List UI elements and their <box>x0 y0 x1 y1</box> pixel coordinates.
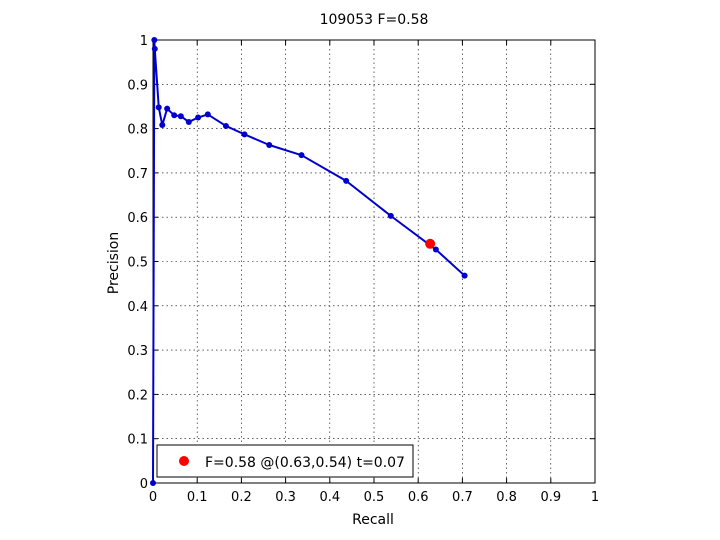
data-point <box>151 45 158 52</box>
data-point <box>266 141 273 148</box>
x-tick-label: 0.6 <box>408 490 429 505</box>
legend-label: F=0.58 @(0.63,0.54) t=0.07 <box>205 455 405 471</box>
data-point <box>195 114 202 121</box>
data-point <box>177 113 184 120</box>
x-axis-label: Recall <box>352 512 394 528</box>
x-tick-label: 0.5 <box>364 490 385 505</box>
data-point <box>155 104 162 111</box>
y-tick-label: 0.9 <box>127 78 148 93</box>
data-point <box>171 112 178 119</box>
highlight-point <box>425 238 436 249</box>
legend-marker <box>179 456 189 466</box>
data-point <box>241 131 248 138</box>
y-axis-label: Precision <box>106 232 122 294</box>
data-point <box>185 118 192 125</box>
data-point <box>298 152 305 159</box>
y-tick-label: 0.4 <box>127 300 148 315</box>
data-point <box>159 122 166 129</box>
data-point <box>204 111 211 118</box>
x-tick-label: 0.2 <box>231 490 252 505</box>
y-tick-label: 0.6 <box>127 211 148 226</box>
y-tick-label: 0 <box>140 477 148 492</box>
data-point <box>222 122 229 129</box>
highlight <box>425 238 436 249</box>
y-tick-label: 0.7 <box>127 167 148 182</box>
x-tick-label: 0.3 <box>275 490 296 505</box>
data-point <box>164 105 171 112</box>
x-tick-label: 0.9 <box>540 490 561 505</box>
tick-labels: 0 0.1 0.2 0.3 0.4 0.5 0.6 0.7 0.8 0.9 1 0 0.1 0.2 0.3 0… <box>127 34 599 505</box>
x-tick-label: 0.7 <box>452 490 473 505</box>
data-point <box>150 480 156 486</box>
x-tick-label: 0.1 <box>187 490 208 505</box>
data-point <box>461 272 468 279</box>
legend: F=0.58 @(0.63,0.54) t=0.07 <box>156 444 414 478</box>
x-tick-label: 0.8 <box>496 490 517 505</box>
y-tick-label: 0.3 <box>127 344 148 359</box>
y-tick-label: 0.1 <box>127 433 148 448</box>
series <box>150 37 468 486</box>
x-tick-label: 0.4 <box>319 490 340 505</box>
data-point <box>343 177 350 184</box>
y-tick-label: 0.5 <box>127 256 148 271</box>
legend-box <box>156 444 414 478</box>
chart-title: 109053 F=0.58 <box>320 12 429 28</box>
y-tick-label: 0.2 <box>127 388 148 403</box>
grid <box>153 40 595 483</box>
y-tick-label: 1 <box>140 34 148 49</box>
data-point <box>387 212 394 219</box>
y-tick-label: 0.8 <box>127 123 148 138</box>
data-point <box>151 37 158 43</box>
data-point <box>432 246 439 253</box>
x-tick-label: 0 <box>149 490 157 505</box>
x-tick-label: 1 <box>591 490 599 505</box>
